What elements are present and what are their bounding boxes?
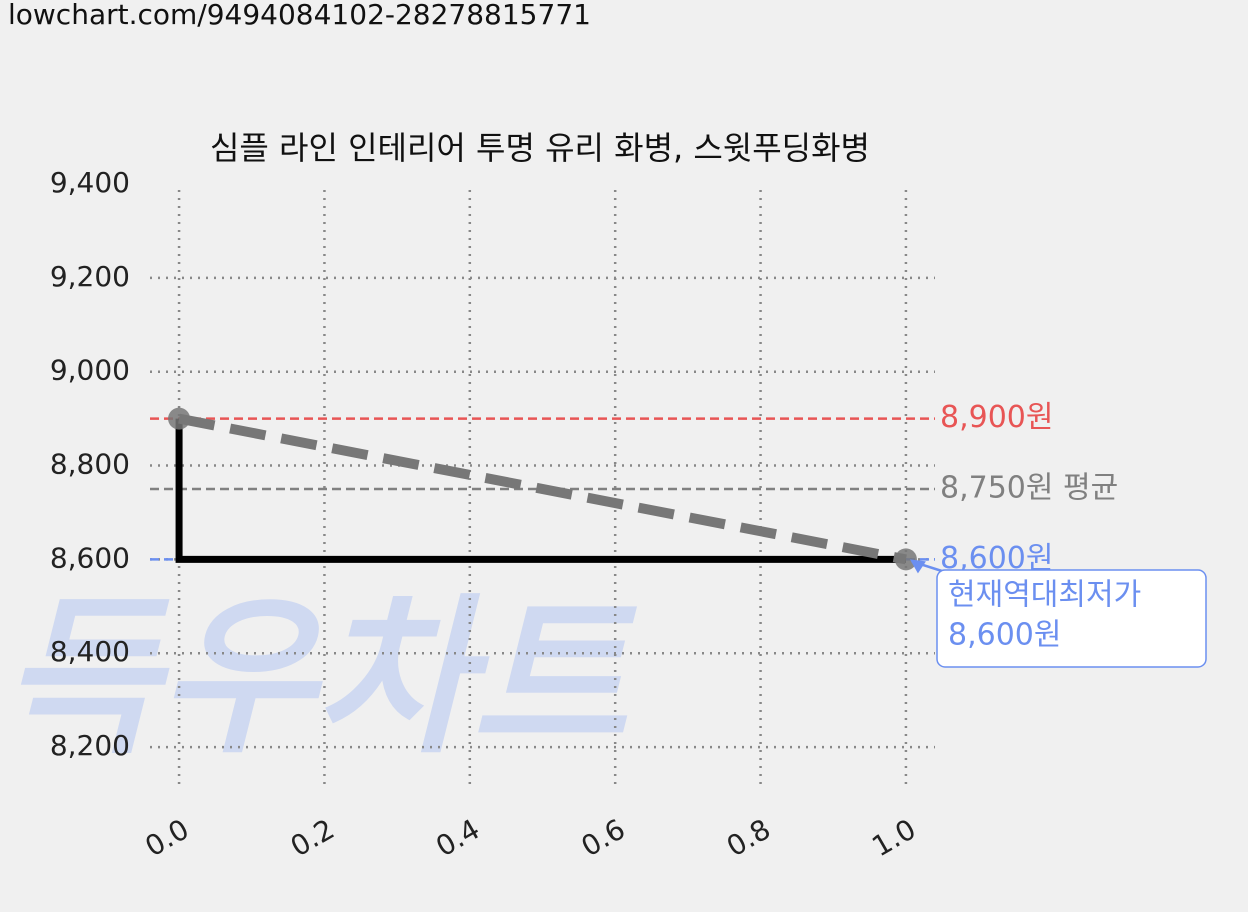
annotation-text: 현재역대최저가 [948, 578, 1141, 613]
y-tick-label: 9,400 [50, 166, 130, 199]
chart-title: 심플 라인 인테리어 투명 유리 화병, 스윗푸딩화병 [210, 129, 870, 167]
annotation-box [936, 569, 1207, 668]
y-tick-label: 8,600 [50, 541, 130, 574]
header-url: lowchart.com/9494084102-28278815771 [8, 0, 591, 31]
y-tick-label: 8,200 [50, 729, 130, 762]
y-tick-label: 9,000 [50, 354, 130, 387]
reference-label: 8,900원 [940, 400, 1053, 435]
y-tick-label: 8,400 [50, 635, 130, 668]
watermark: 득우차트 [2, 579, 637, 777]
annotation-text: 8,600원 [948, 618, 1061, 653]
y-tick-label: 8,800 [50, 448, 130, 481]
point [168, 407, 191, 430]
price-line [175, 418, 906, 563]
price-line [178, 413, 907, 565]
reference-label: 8,750원 평균 [940, 471, 1118, 506]
annotation-arrowhead [909, 559, 926, 574]
y-tick-label: 9,200 [50, 260, 130, 293]
point [894, 548, 917, 571]
